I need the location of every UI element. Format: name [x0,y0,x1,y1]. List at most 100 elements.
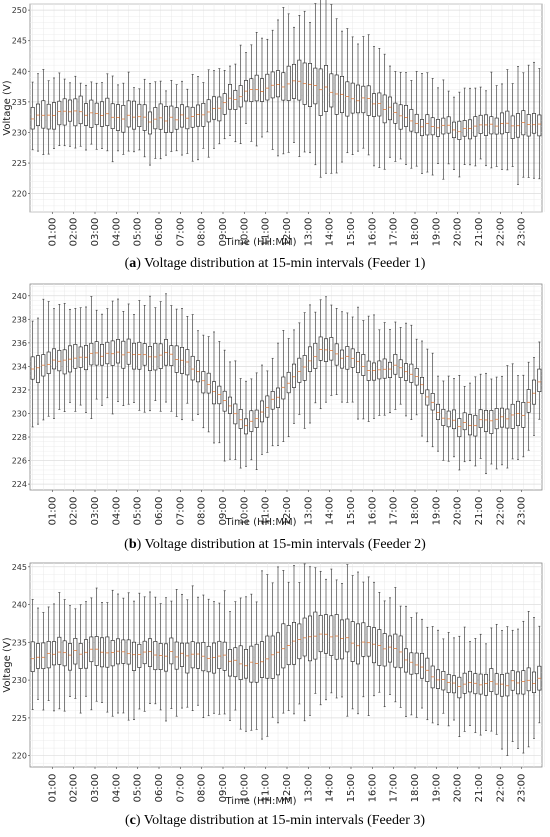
box-iqr [179,104,185,128]
box-iqr [382,633,387,667]
x-tick-label: 01:00 [47,774,58,803]
box-iqr [265,73,270,101]
box-48 [286,13,291,153]
box-77 [441,79,446,180]
box-2 [41,69,46,155]
box-88 [499,375,505,466]
box-43 [259,37,265,138]
box-iqr [489,410,494,434]
box-72 [414,338,419,416]
x-tick-label: 18:00 [410,497,421,526]
box-30 [190,74,195,162]
box-47 [281,330,286,442]
x-tick-label: 01:00 [47,497,58,526]
box-17 [121,597,126,714]
x-tick-label: 20:00 [453,774,464,803]
x-tick-label: 05:00 [133,774,144,803]
box-80 [457,635,462,737]
box-39 [238,597,243,730]
box-81 [462,626,467,732]
box-15 [110,300,115,415]
box-78 [446,375,451,462]
box-iqr [46,351,51,375]
box-iqr [259,78,265,102]
box-iqr [403,104,409,127]
box-iqr [275,70,281,98]
box-84 [478,86,483,160]
box-iqr [158,103,163,130]
box-iqr [307,615,313,662]
box-15 [110,75,115,163]
box-80 [457,91,462,178]
box-38 [233,63,238,143]
box-iqr [441,670,446,691]
x-tick-label: 07:00 [175,774,186,803]
box-iqr [403,648,409,673]
x-tick-label: 06:00 [154,774,165,803]
box-iqr [339,349,345,369]
box-95 [537,68,542,180]
box-iqr [110,640,115,667]
box-iqr [169,105,174,133]
box-iqr [409,652,414,675]
box-iqr [457,418,462,438]
box-2 [41,612,46,711]
box-46 [275,566,281,724]
x-tick-label: 13:00 [303,497,314,526]
box-13 [99,82,105,149]
box-iqr [41,642,46,670]
x-tick-label: 17:00 [389,774,400,803]
box-49 [291,565,297,715]
box-21 [142,305,147,413]
x-tick-label: 02:00 [69,218,80,247]
box-37 [227,65,233,136]
box-iqr [350,82,355,114]
box-7 [67,308,73,403]
box-iqr [467,119,473,140]
box-iqr [313,342,318,369]
x-tick-label: 13:00 [303,774,314,803]
x-tick-label: 08:00 [197,497,208,526]
box-71 [409,80,414,169]
y-tick-label: 225 [12,159,27,168]
caption-c-text: Voltage distribution at 15-min intervals… [143,813,426,828]
box-52 [307,22,313,154]
box-iqr [345,346,350,370]
box-54 [318,0,323,178]
box-66 [382,600,387,708]
box-iqr [334,343,339,366]
box-91 [515,628,521,749]
y-tick-label: 225 [12,714,27,723]
box-58 [339,30,345,163]
box-36 [222,70,227,140]
box-73 [419,618,425,709]
box-31 [195,330,201,415]
x-tick-label: 17:00 [389,218,400,247]
x-tick-label: 15:00 [346,497,357,526]
x-tick-label: 14:00 [325,774,336,803]
box-1 [35,317,41,425]
box-9 [78,82,83,147]
box-74 [425,348,430,443]
box-iqr [201,371,206,394]
box-31 [195,596,201,706]
chart-panel-b: 224 226 228 230 232 234 236 238 240 01:00 02:00 03:… [12,283,545,528]
box-iqr [249,78,254,102]
box-iqr [334,74,339,115]
box-65 [377,592,382,693]
box-iqr [259,400,265,423]
box-iqr [499,674,505,697]
box-iqr [435,403,441,420]
box-iqr [425,389,430,406]
caption-c: (c) Voltage distribution at 15-min inter… [124,813,426,828]
box-29 [185,599,190,708]
box-iqr [51,348,57,370]
box-62 [361,581,366,698]
box-iqr [281,72,286,101]
box-76 [435,629,441,726]
box-70 [403,72,409,165]
box-41 [249,44,254,142]
box-5 [57,592,62,710]
box-38 [233,360,238,460]
box-50 [297,582,302,705]
